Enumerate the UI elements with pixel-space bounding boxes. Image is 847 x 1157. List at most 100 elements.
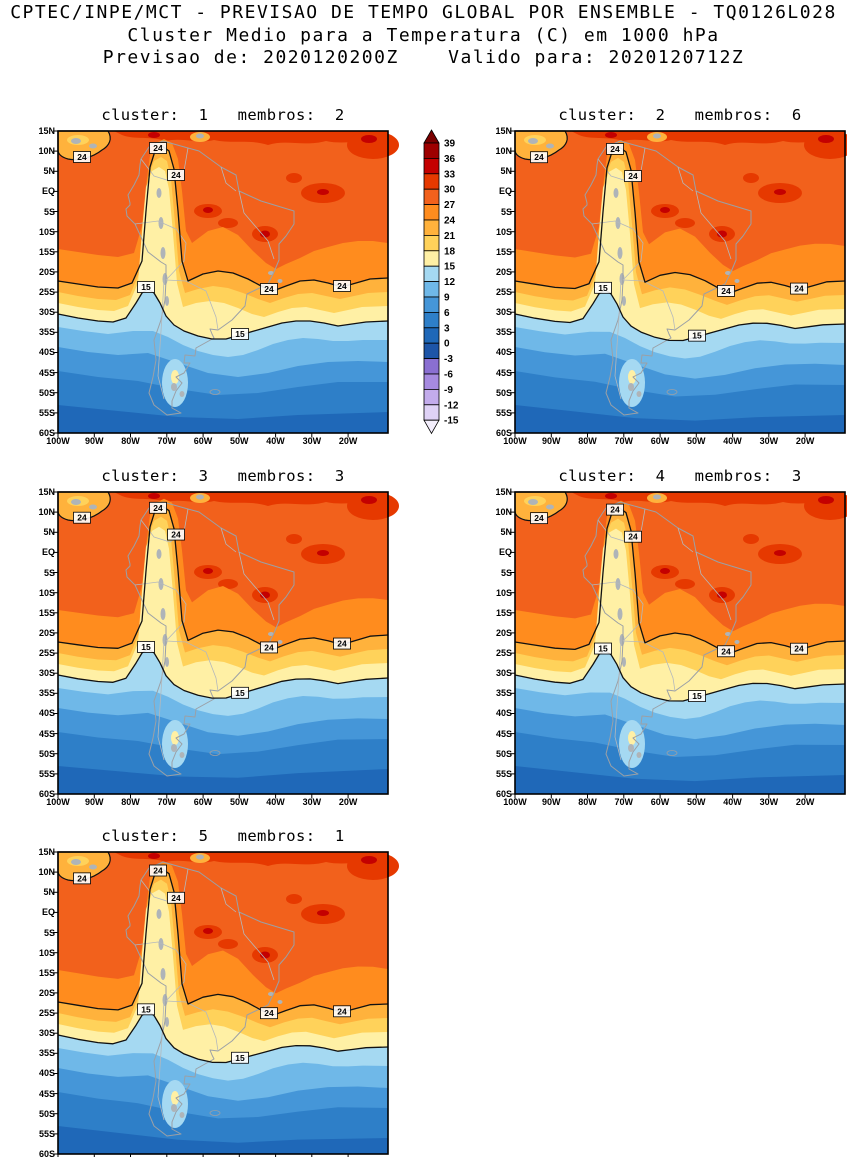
colorbar-segment [423,296,440,313]
temperature-band [58,1126,388,1154]
patagonia-mild-spot [171,1091,179,1105]
panel-title: cluster: 1 membros: 2 [101,106,345,124]
svg-text:15: 15 [141,642,151,652]
colorbar-segment [423,373,440,390]
colorbar-segment [423,157,440,175]
svg-text:24: 24 [171,530,181,540]
colorbar-tick-label: -15 [444,416,459,427]
terrain-gray-patch [71,138,81,144]
lat-tick-label: 40S [38,1068,55,1079]
hottest-spot [818,496,834,504]
country-border [695,551,732,621]
map-frame [514,130,846,434]
contour-label: 24 [790,282,808,295]
lat-tick-label: EQ [41,186,55,197]
terrain-gray-patch [617,247,623,259]
svg-text:24: 24 [610,144,620,154]
colorbar-tick-label: 27 [444,200,456,211]
hottest-spot [203,568,213,574]
country-border [622,640,676,692]
hot-blob [743,173,759,183]
lat-tick-label: 60S [38,788,55,799]
contour-label: 15 [137,1003,155,1016]
lon-tick-label: 80W [121,436,140,446]
panel-title: cluster: 5 membros: 1 [101,827,345,845]
terrain-gray-patch [171,383,177,391]
contour-label: 24 [260,641,278,654]
lat-tick-label: 10S [495,226,512,237]
lat-tick-label: EQ [498,547,512,558]
contour-label: 15 [231,328,249,340]
terrain-gray-patch [165,657,169,667]
contour-label: 24 [530,512,548,525]
hot-band-north [114,131,388,145]
lat-tick-label: 45S [495,367,512,378]
country-border [157,640,165,761]
svg-text:24: 24 [337,281,347,291]
terrain-gray-patch [89,143,97,149]
map-frame [514,491,846,795]
lat-tick-label: 55S [38,1128,55,1139]
temperature-map: 24 24 24 24 24 15 15 [53,491,399,799]
lat-tick-label: 45S [38,367,55,378]
island-outline [666,750,678,756]
lat-tick-label: EQ [41,907,55,918]
hottest-spot [260,591,270,599]
map-frame [57,491,389,795]
hottest-spot [203,928,213,934]
lat-tick-label: 20S [495,266,512,277]
hot-blob [347,492,399,520]
lat-tick-label: 55S [38,407,55,418]
lat-tick-label: 10N [38,867,55,878]
terrain-gray-patch [71,859,81,865]
lon-tick-label: 30W [759,797,779,807]
lon-tick-label: 50W [687,436,706,446]
hot-blob [804,492,847,520]
hot-blob [675,579,695,589]
lat-tick-label: 25S [495,648,512,659]
svg-text:24: 24 [610,505,620,515]
island-outline [209,750,221,756]
terrain-gray-patch [196,494,204,500]
colorbar-tick-label: 36 [444,154,456,165]
contour-label: 15 [594,642,612,655]
lon-tick-label: 40W [266,797,285,807]
hot-blob [804,131,847,159]
svg-text:24: 24 [153,866,163,876]
colorbar-segment [423,311,440,329]
terrain-gray-patch [628,383,634,391]
figure-title-line3: Previsao de: 2020120200Z Valido para: 20… [102,47,745,68]
coastline [125,501,295,777]
hot-band-north [571,492,845,506]
terrain-gray-patch [734,640,740,644]
terrain-gray-patch [622,657,626,667]
svg-text:24: 24 [794,644,804,654]
lat-tick-label: 5N [43,166,55,177]
contour-label: 24 [260,1007,278,1020]
coastline [582,140,752,416]
svg-text:15: 15 [141,282,151,292]
svg-text:24: 24 [794,284,804,294]
lat-tick-label: 60S [495,788,512,799]
terrain-gray-patch [171,1104,177,1112]
colorbar-tick-label: -6 [444,370,453,381]
svg-text:24: 24 [337,639,347,649]
contour-label: 24 [167,169,185,181]
lat-tick-label: 15S [38,246,55,257]
lat-tick-label: 5S [500,206,512,217]
lat-tick-label: 60S [495,427,512,438]
svg-text:24: 24 [77,152,87,162]
hot-blob [347,852,399,880]
contour-label: 24 [333,280,351,292]
contour-line-15 [57,648,389,699]
lat-tick-label: 50S [38,387,55,398]
svg-text:24: 24 [628,532,638,542]
colorbar-tick-label: -9 [444,385,453,396]
hottest-spot [660,568,670,574]
colorbar-arrow-down [423,419,440,435]
patagonia-mild-spot [628,731,636,745]
lat-tick-label: 10S [38,947,55,958]
patagonia-mild-spot [171,370,179,384]
lat-tick-label: 50S [495,748,512,759]
